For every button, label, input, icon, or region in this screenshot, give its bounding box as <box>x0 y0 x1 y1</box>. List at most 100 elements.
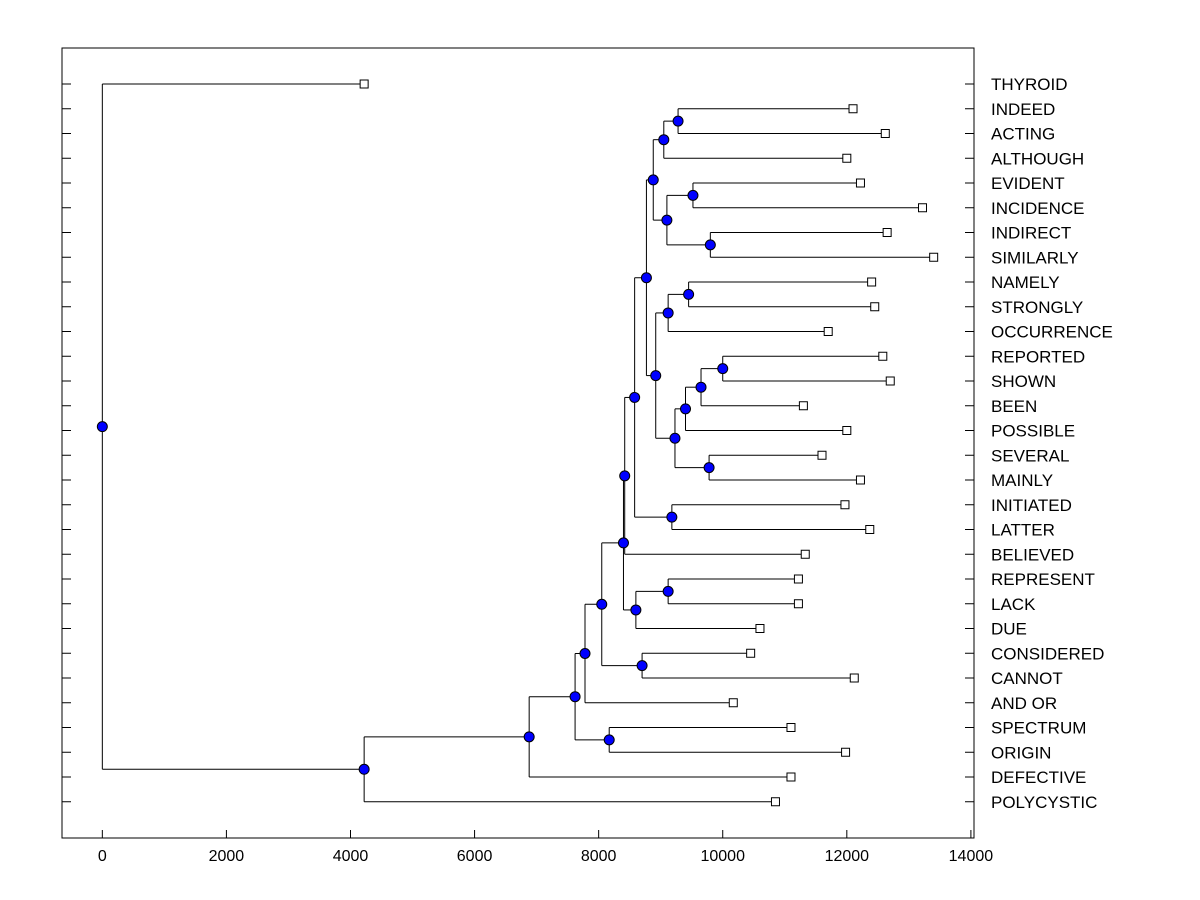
leaf-marker <box>929 252 939 262</box>
leaf-marker <box>793 574 803 584</box>
leaf-marker <box>882 228 892 237</box>
leaf-label: BEEN <box>991 397 1037 416</box>
merge-node-marker <box>523 731 535 743</box>
merge-node-marker <box>617 537 629 549</box>
merge-node-marker <box>672 115 684 127</box>
merge-node-marker <box>687 189 699 201</box>
leaf-label: INDIRECT <box>991 224 1071 243</box>
leaf-label: LATTER <box>991 521 1055 540</box>
leaf-label: INDEED <box>991 100 1055 119</box>
leaf-marker <box>918 203 928 213</box>
leaf-marker <box>880 129 890 138</box>
merge-node-marker <box>717 363 729 375</box>
leaf-markers <box>359 79 939 807</box>
merge-node-marker <box>650 370 662 382</box>
leaf-label: CONSIDERED <box>991 644 1104 663</box>
leaf-label: ALTHOUGH <box>991 149 1084 168</box>
leaf-marker <box>770 797 780 807</box>
leaf-label: INITIATED <box>991 496 1072 515</box>
leaf-label: DUE <box>991 620 1027 639</box>
leaf-marker <box>746 648 756 658</box>
x-tick-label: 6000 <box>457 848 493 865</box>
merge-node-marker <box>695 381 707 393</box>
leaf-label: NAMELY <box>991 273 1060 292</box>
leaf-label: ACTING <box>991 125 1055 144</box>
merge-node-marker <box>358 763 370 775</box>
x-tick-label: 2000 <box>209 848 245 865</box>
leaf-marker <box>849 673 859 683</box>
leaf-marker <box>728 698 738 708</box>
leaf-marker <box>848 104 858 114</box>
leaf-marker <box>885 376 895 386</box>
leaf-label: AND OR <box>991 694 1057 713</box>
leaf-marker <box>817 450 827 460</box>
leaf-label: LACK <box>991 595 1036 614</box>
merge-node-marker <box>647 174 659 186</box>
leaf-marker <box>855 178 865 188</box>
x-tick-label: 0 <box>98 848 107 865</box>
merge-node-marker <box>703 462 715 474</box>
leaf-label: MAINLY <box>991 471 1053 490</box>
leaf-marker <box>870 302 880 312</box>
leaf-marker <box>867 277 877 287</box>
x-tick-label: 4000 <box>333 848 369 865</box>
merge-node-marker <box>658 134 670 146</box>
leaf-label: THYROID <box>991 75 1068 94</box>
leaf-marker <box>798 401 808 411</box>
merge-node-marker <box>661 214 673 226</box>
leaf-label: INCIDENCE <box>991 199 1085 218</box>
leaf-marker <box>878 351 888 361</box>
leaf-marker <box>359 79 369 89</box>
x-tick-label: 14000 <box>949 848 994 865</box>
merge-node-marker <box>662 307 674 319</box>
leaf-marker <box>842 153 852 163</box>
leaf-label: EVIDENT <box>991 174 1065 193</box>
merge-node-marker <box>704 239 716 251</box>
leaf-label: STRONGLY <box>991 298 1083 317</box>
x-tick-label: 10000 <box>700 848 745 865</box>
leaf-marker <box>793 599 803 609</box>
leaf-label: POSSIBLE <box>991 422 1075 441</box>
leaf-label: DEFECTIVE <box>991 768 1086 787</box>
merge-node-marker <box>680 403 692 415</box>
merge-node-marker <box>669 432 681 444</box>
node-markers <box>96 115 729 775</box>
leaf-label: OCCURRENCE <box>991 323 1113 342</box>
merge-node-marker <box>579 648 591 660</box>
axis-ticks <box>62 83 974 838</box>
leaf-label: REPORTED <box>991 347 1085 366</box>
leaf-label: SIMILARLY <box>991 248 1079 267</box>
plot-frame <box>61 47 975 839</box>
merge-node-marker <box>630 604 642 616</box>
leaf-label: SEVERAL <box>991 446 1069 465</box>
x-tick-label: 8000 <box>581 848 617 865</box>
leaf-marker <box>840 500 850 510</box>
leaf-marker <box>841 747 851 757</box>
branch-lines <box>101 83 934 803</box>
leaf-marker <box>842 426 852 435</box>
leaf-marker <box>755 624 765 633</box>
merge-node-marker <box>596 598 608 610</box>
merge-node-marker <box>619 470 631 482</box>
merge-node-marker <box>603 734 615 746</box>
merge-node-marker <box>640 272 652 284</box>
merge-node-marker <box>629 391 641 403</box>
leaf-label: POLYCYSTIC <box>991 793 1097 812</box>
leaf-labels: THYROID INDEED ACTING ALTHOUGH EVIDENT INCIDE… <box>991 75 1113 812</box>
leaf-marker <box>855 475 865 485</box>
leaf-marker <box>823 327 833 336</box>
merge-node-marker <box>683 288 695 300</box>
leaf-marker <box>786 772 796 782</box>
leaf-label: SPECTRUM <box>991 719 1086 738</box>
merge-node-marker <box>569 691 581 703</box>
leaf-label: BELIEVED <box>991 545 1074 564</box>
merge-node-marker <box>636 660 648 672</box>
leaf-label: SHOWN <box>991 372 1056 391</box>
merge-node-marker <box>96 421 108 433</box>
x-tick-labels: 0 2000 4000 6000 8000 10000 12000 14000 <box>98 848 993 865</box>
leaf-marker <box>865 525 875 534</box>
leaf-marker <box>786 723 796 732</box>
leaf-label: CANNOT <box>991 669 1063 688</box>
merge-node-marker <box>662 585 674 597</box>
